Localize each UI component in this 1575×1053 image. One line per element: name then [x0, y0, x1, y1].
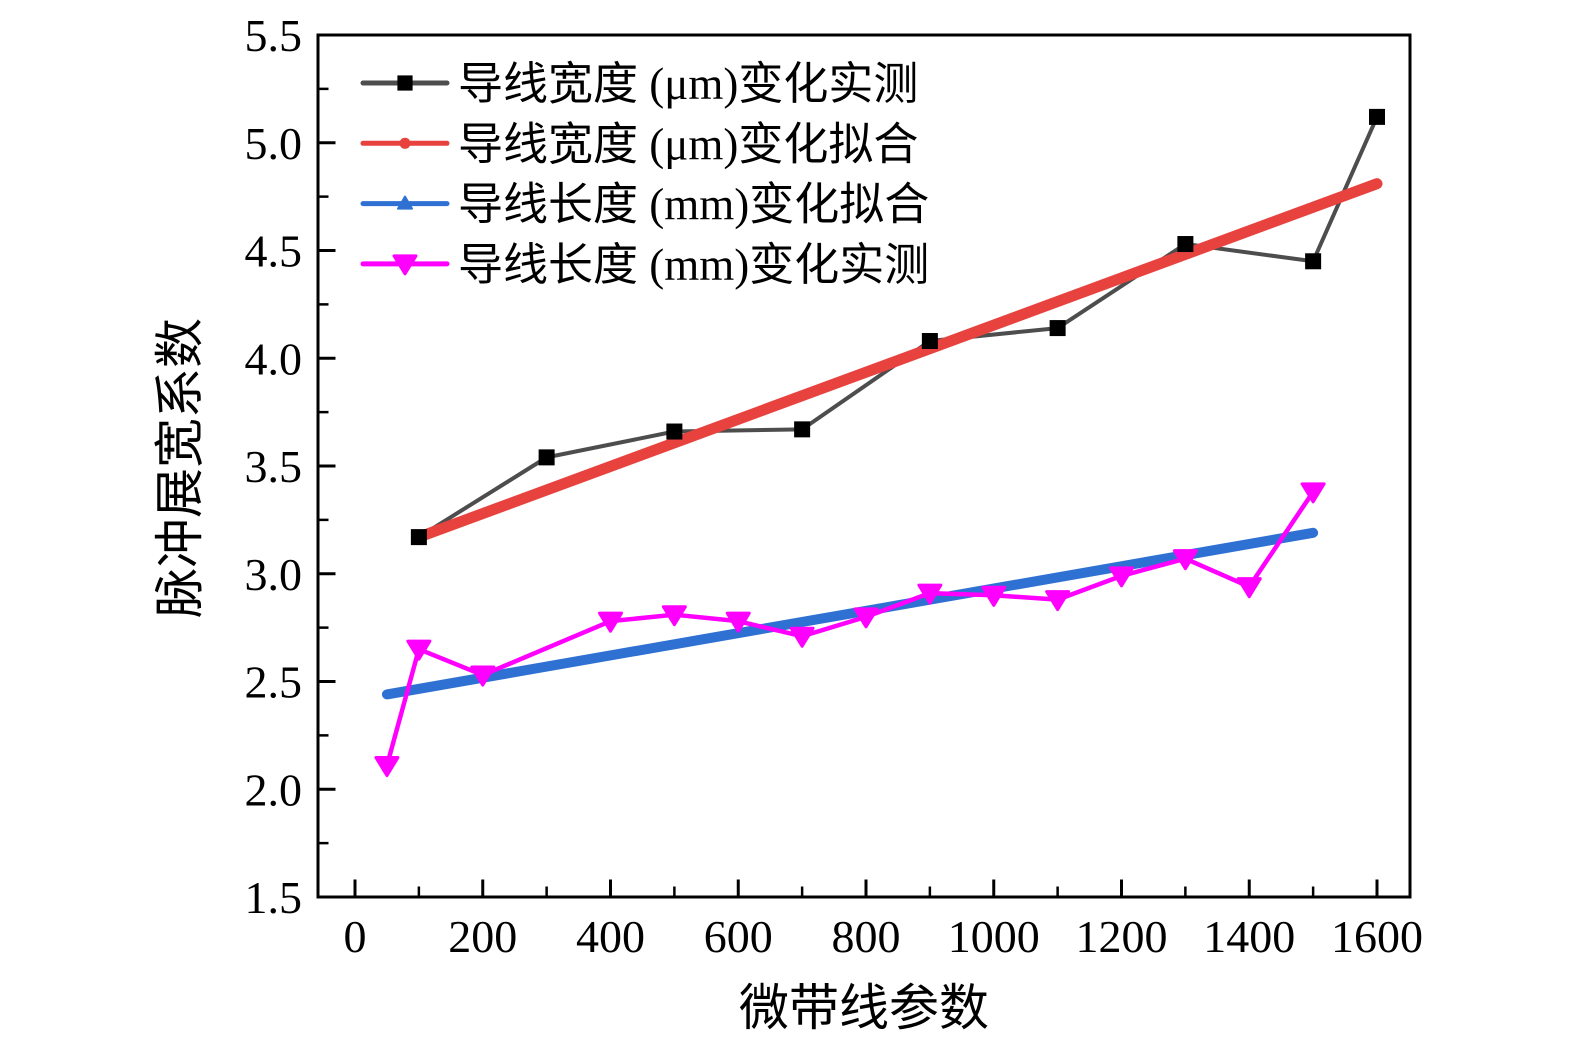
- triangle-down-marker-icon: [1045, 590, 1071, 612]
- triangle-down-marker-icon: [374, 756, 400, 778]
- square-marker-icon: [921, 333, 938, 350]
- x-tick-label: 1200: [1076, 911, 1168, 962]
- y-tick-label: 3.0: [245, 549, 303, 600]
- triangle-down-marker-icon: [1172, 549, 1198, 571]
- plot-frame: [316, 33, 1412, 899]
- x-tick-label: 0: [344, 911, 367, 962]
- legend-item: 导线长度 (mm)变化实测: [360, 240, 929, 290]
- x-tick-label: 600: [704, 911, 773, 962]
- triangle-down-marker-icon: [1236, 577, 1262, 599]
- x-tick-label: 200: [448, 911, 517, 962]
- y-tick-label: 1.5: [245, 872, 303, 923]
- series-1-line: [413, 178, 1383, 543]
- series-3-markers: [374, 482, 1326, 778]
- square-marker-icon: [666, 423, 683, 440]
- triangle-down-marker-icon: [981, 585, 1007, 607]
- x-tick-label: 800: [832, 911, 901, 962]
- x-axis-title: 微带线参数: [739, 980, 989, 1036]
- triangle-down-marker-icon: [789, 626, 815, 648]
- square-marker-icon: [397, 75, 413, 91]
- triangle-down-marker-icon: [917, 583, 943, 605]
- square-marker-icon: [1369, 108, 1385, 125]
- y-tick-label: 5.0: [245, 118, 303, 169]
- square-marker-icon: [1049, 320, 1066, 337]
- triangle-down-marker-icon: [1109, 566, 1134, 588]
- legend-item: 导线宽度 (μm)变化拟合: [360, 119, 918, 169]
- legend-label: 导线宽度 (μm)变化实测: [458, 59, 918, 109]
- x-tick-label: 1000: [948, 911, 1040, 962]
- x-tick-label: 1400: [1203, 911, 1295, 962]
- series-0-markers: [410, 108, 1385, 546]
- triangle-down-marker-icon: [470, 665, 496, 687]
- legend-label: 导线长度 (mm)变化拟合: [458, 180, 929, 230]
- legend-item: 导线宽度 (μm)变化实测: [360, 59, 918, 109]
- y-tick-label: 3.5: [245, 441, 303, 492]
- triangle-up-marker-icon: [397, 195, 413, 210]
- x-tick-label: 1600: [1331, 911, 1423, 962]
- square-marker-icon: [538, 449, 555, 466]
- series-3-line: [384, 489, 1316, 768]
- legend-item: 导线长度 (mm)变化拟合: [360, 180, 929, 230]
- triangle-down-marker-icon: [406, 639, 432, 661]
- x-tick-label: 400: [576, 911, 645, 962]
- triangle-down-marker-icon: [853, 607, 879, 629]
- series-2-line: [381, 527, 1319, 700]
- y-tick-label: 5.5: [245, 10, 303, 61]
- triangle-down-marker-icon: [392, 254, 418, 276]
- y-tick-label: 2.0: [245, 764, 303, 815]
- square-marker-icon: [1305, 253, 1322, 270]
- square-marker-icon: [1177, 236, 1194, 253]
- y-tick-label: 2.5: [245, 657, 303, 708]
- triangle-down-marker-icon: [598, 611, 623, 633]
- triangle-down-marker-icon: [725, 611, 751, 633]
- legend-label: 导线长度 (mm)变化实测: [458, 240, 929, 290]
- square-marker-icon: [794, 421, 811, 438]
- dot-marker-icon: [399, 137, 411, 149]
- y-tick-label: 4.5: [245, 226, 303, 277]
- legend-label: 导线宽度 (μm)变化拟合: [458, 119, 918, 169]
- square-marker-icon: [410, 529, 427, 546]
- y-axis-title: 脉冲展宽系数: [152, 318, 208, 618]
- triangle-down-marker-icon: [1300, 482, 1326, 504]
- y-tick-label: 4.0: [245, 333, 303, 384]
- triangle-down-marker-icon: [661, 605, 687, 627]
